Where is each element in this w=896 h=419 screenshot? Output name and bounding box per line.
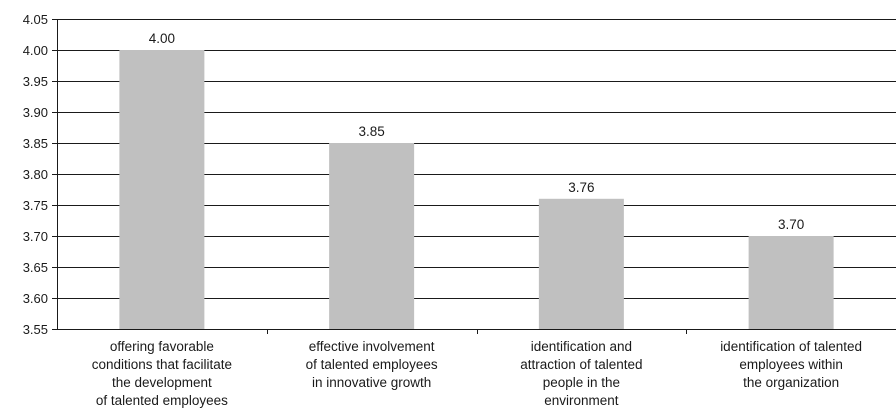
x-category-label-line: in innovative growth bbox=[312, 375, 431, 390]
x-category-label-line: of talented employees bbox=[96, 393, 228, 408]
y-tick-label: 4.05 bbox=[23, 12, 48, 27]
y-tick-label: 3.90 bbox=[23, 105, 48, 120]
y-tick-label: 3.75 bbox=[23, 198, 48, 213]
x-category-label: effective involvement of talented employe… bbox=[306, 339, 438, 390]
x-category-label-line: conditions that facilitate bbox=[92, 357, 232, 372]
x-category-label-line: of talented employees bbox=[306, 357, 438, 372]
bar bbox=[329, 143, 415, 329]
labels: 3.55 3.60 3.65 3.70 3.75 3.80 3.85 3.90 3.95 4.00… bbox=[23, 12, 862, 408]
bar bbox=[748, 236, 834, 329]
y-tick-label: 3.85 bbox=[23, 136, 48, 151]
y-tick-label: 3.60 bbox=[23, 291, 48, 306]
x-category-label-line: effective involvement bbox=[309, 339, 435, 354]
x-category-label-line: the development bbox=[112, 375, 212, 390]
x-category-label: identification of talented employees with… bbox=[720, 339, 862, 390]
x-category-label-line: environment bbox=[544, 393, 619, 408]
data-label: 4.00 bbox=[149, 31, 175, 46]
bar bbox=[119, 50, 205, 329]
bars bbox=[119, 50, 834, 329]
x-category-label-line: identification and bbox=[531, 339, 632, 354]
y-tick-label: 3.65 bbox=[23, 260, 48, 275]
x-category-label: offering favorable conditions that facili… bbox=[92, 339, 232, 408]
x-category-label-line: the organization bbox=[743, 375, 839, 390]
y-tick-label: 3.95 bbox=[23, 74, 48, 89]
y-tick-label: 3.80 bbox=[23, 167, 48, 182]
y-tick-label: 4.00 bbox=[23, 43, 48, 58]
data-label: 3.76 bbox=[568, 180, 594, 195]
y-tick-label: 3.55 bbox=[23, 322, 48, 337]
x-category-label-line: identification of talented bbox=[720, 339, 862, 354]
y-tick-label: 3.70 bbox=[23, 229, 48, 244]
data-label: 3.85 bbox=[358, 124, 384, 139]
x-category-label-line: attraction of talented bbox=[520, 357, 642, 372]
bar bbox=[538, 198, 624, 329]
axes bbox=[52, 19, 896, 334]
x-category-label-line: offering favorable bbox=[110, 339, 214, 354]
x-category-label-line: employees within bbox=[739, 357, 843, 372]
x-category-label: identification and attraction of talented… bbox=[520, 339, 642, 408]
data-label: 3.70 bbox=[778, 217, 804, 232]
x-category-label-line: people in the bbox=[543, 375, 620, 390]
